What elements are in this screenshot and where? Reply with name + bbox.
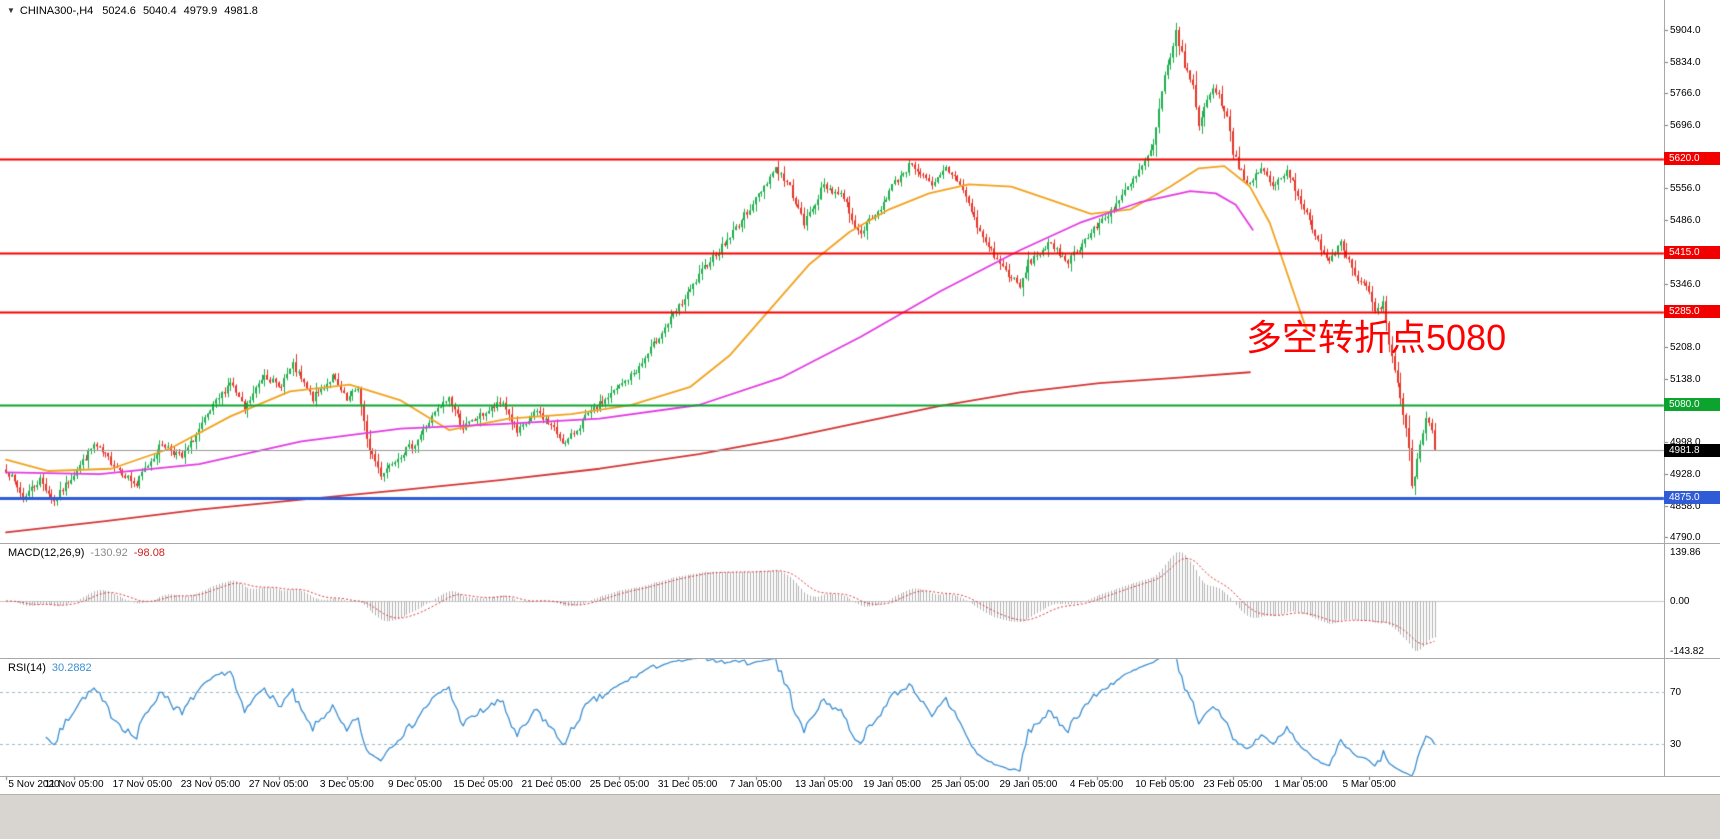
macd-rsi-panel-splitter[interactable]: [0, 658, 1720, 659]
main-macd-panel-splitter[interactable]: [0, 543, 1720, 544]
macd-signal-value: -98.08: [133, 547, 165, 559]
time-axis-label: 29 Jan 05:00: [999, 779, 1058, 790]
price-axis-tick: 5834.0: [1670, 56, 1701, 68]
time-axis-label: 3 Dec 05:00: [319, 779, 374, 790]
macd-indicator-label: MACD(12,26,9) -130.92 -98.08: [8, 547, 171, 559]
time-axis-label: 5 Mar 05:00: [1342, 779, 1396, 790]
time-axis-label: 23 Nov 05:00: [180, 779, 241, 790]
price-axis-tick: 5346.0: [1670, 278, 1701, 290]
time-axis-label: 5 Nov 2020: [8, 779, 60, 790]
price-axis-tick: 5138.0: [1670, 373, 1701, 385]
time-axis-label: 25 Dec 05:00: [589, 779, 650, 790]
macd-main-value: -130.92: [90, 547, 128, 559]
price-axis-tick: 4998.0: [1670, 437, 1701, 448]
price-line-label-5080.0[interactable]: 5080.0: [1664, 398, 1720, 412]
macd-axis-tick: 139.86: [1670, 547, 1701, 558]
macd-axis-tick: 0.00: [1670, 596, 1690, 607]
symbol-ohlc-header: ▼ CHINA300-,H4 5024.6 5040.4 4979.9 4981.8: [7, 5, 265, 17]
price-axis-tick: 5904.0: [1670, 25, 1701, 36]
price-axis-tick: 4928.0: [1670, 469, 1701, 481]
current-price-label: 4981.8: [1664, 443, 1720, 457]
time-axis-label: 15 Dec 05:00: [453, 779, 513, 790]
time-axis-label: 13 Jan 05:00: [794, 779, 853, 790]
price-axis-tick: 4790.0: [1670, 532, 1701, 543]
rsi-axis-tick: 30: [1670, 739, 1682, 750]
time-axis-label: 7 Jan 05:00: [729, 779, 782, 790]
price-line-label-4875.0[interactable]: 4875.0: [1664, 491, 1720, 505]
time-axis-label: 10 Feb 05:00: [1135, 779, 1195, 790]
price-line-label-5415.0[interactable]: 5415.0: [1664, 245, 1720, 259]
price-axis-border: [1664, 0, 1665, 776]
price-line-label-5285.0[interactable]: 5285.0: [1664, 304, 1720, 318]
price-axis-tick: 4858.0: [1670, 501, 1701, 513]
price-axis-tick: 5696.0: [1670, 119, 1701, 131]
price-line-label-5620.0[interactable]: 5620.0: [1664, 152, 1720, 166]
price-axis-tick: 5486.0: [1670, 215, 1701, 227]
time-axis-label: 25 Jan 05:00: [931, 779, 990, 790]
chart-annotation-text[interactable]: 多空转折点5080: [1246, 317, 1507, 358]
rsi-axis-tick: 70: [1670, 687, 1682, 698]
symbol-dropdown-icon[interactable]: ▼: [7, 6, 15, 15]
macd-name: MACD(12,26,9): [8, 547, 85, 559]
ohlc-low: 4979.9: [183, 5, 218, 17]
ohlc-high: 5040.4: [142, 5, 177, 17]
price-axis-tick: 5208.0: [1670, 341, 1701, 353]
macd-axis-tick: -143.82: [1670, 646, 1704, 657]
symbol-name: CHINA300-,H4: [19, 5, 94, 17]
rsi-name: RSI(14): [8, 662, 46, 674]
price-axis-tick: 5556.0: [1670, 183, 1701, 195]
window-bottom-strip: [0, 794, 1720, 839]
time-axis-label: 27 Nov 05:00: [248, 779, 309, 790]
time-axis-label: 4 Feb 05:00: [1069, 779, 1124, 790]
time-axis-label: 23 Feb 05:00: [1203, 779, 1263, 790]
time-axis-separator: [0, 776, 1720, 777]
time-axis-label: 9 Dec 05:00: [387, 779, 442, 790]
time-axis-label: 21 Dec 05:00: [521, 779, 582, 790]
time-axis-label: 17 Nov 05:00: [112, 779, 173, 790]
rsi-indicator-label: RSI(14) 30.2882: [8, 662, 98, 674]
time-axis-label: 11 Nov 05:00: [44, 779, 104, 790]
rsi-value: 30.2882: [51, 662, 92, 674]
ohlc-open: 5024.6: [102, 5, 136, 17]
time-axis-label: 31 Dec 05:00: [657, 779, 718, 790]
time-axis-label: 19 Jan 05:00: [863, 779, 921, 790]
price-axis-tick: 5766.0: [1670, 87, 1701, 99]
ohlc-close: 4981.8: [224, 5, 258, 17]
time-axis-label: 1 Mar 05:00: [1274, 779, 1328, 790]
